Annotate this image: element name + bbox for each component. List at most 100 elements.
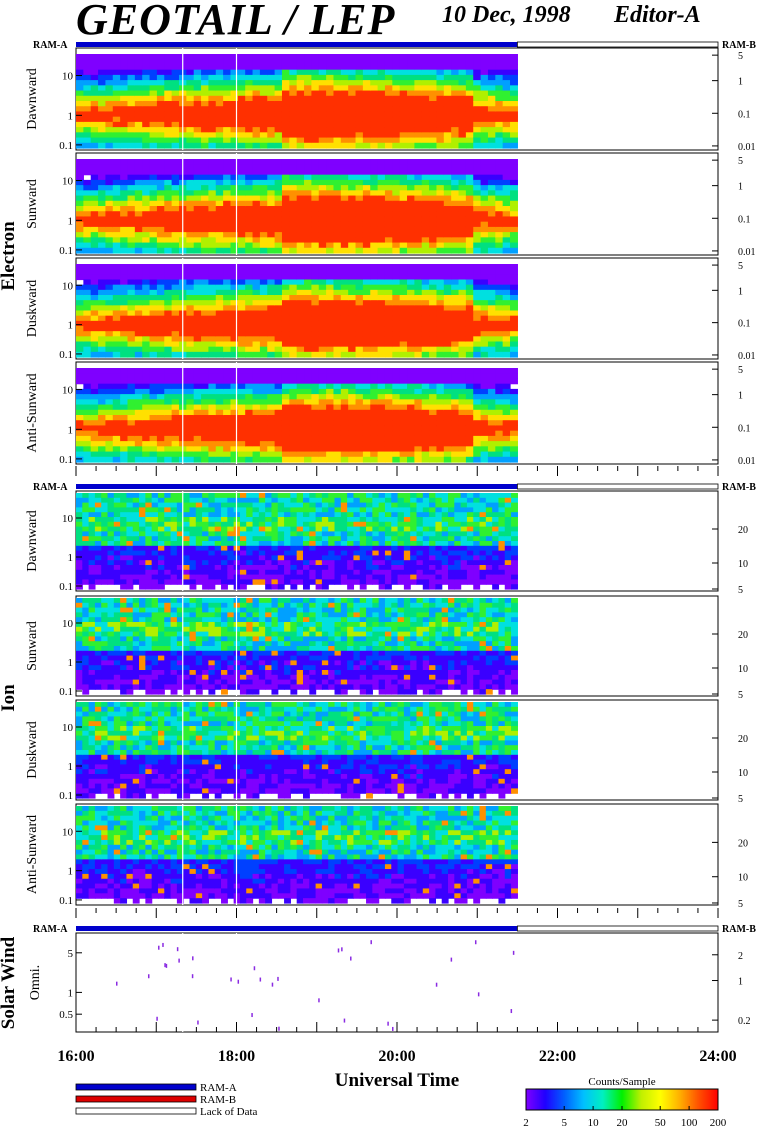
lack-of-data-bar bbox=[516, 483, 719, 490]
data-speck bbox=[251, 1013, 253, 1018]
left-tick-label: 0.1 bbox=[59, 686, 73, 698]
data-speck bbox=[259, 977, 262, 982]
right-tick-label: 5 bbox=[738, 365, 743, 376]
data-speck bbox=[341, 947, 343, 952]
right-tick-label: 10 bbox=[738, 873, 748, 884]
x-tick-label: 16:00 bbox=[57, 1048, 94, 1065]
panel-8: 0.1 1 10 20 10 5 Anti-Sunward bbox=[25, 803, 748, 910]
data-speck bbox=[116, 981, 118, 986]
legend-swatch bbox=[75, 1083, 197, 1091]
panel-7: 0.1 1 10 20 10 5 Duskward bbox=[25, 699, 748, 805]
date-label: 10 Dec, 1998 bbox=[442, 2, 571, 28]
panel-label: Dawnward bbox=[25, 68, 40, 129]
left-tick-label: 0.1 bbox=[59, 454, 73, 466]
page-title: GEOTAIL / LEP bbox=[76, 0, 396, 44]
ram-a-label: RAM-A bbox=[33, 482, 68, 493]
data-speck bbox=[230, 977, 232, 982]
right-tick-label: 1 bbox=[738, 182, 743, 193]
ram-a-bar bbox=[76, 42, 518, 47]
panel-label: Sunward bbox=[25, 179, 40, 229]
right-tick-label: 0.01 bbox=[738, 247, 756, 258]
left-tick-label: 5 bbox=[68, 948, 74, 960]
right-tick-label: 20 bbox=[738, 525, 748, 536]
editor-label: Editor-A bbox=[614, 2, 701, 28]
legend-swatch bbox=[75, 1107, 197, 1115]
right-tick-label: 20 bbox=[738, 838, 748, 849]
colorbar-tick-label: 100 bbox=[681, 1117, 698, 1128]
lack-of-data-bar bbox=[516, 925, 719, 932]
left-tick-label: 1 bbox=[68, 761, 74, 773]
data-speck bbox=[510, 1009, 513, 1014]
ram-b-label: RAM-B bbox=[722, 924, 756, 935]
legend-label: RAM-B bbox=[200, 1094, 236, 1106]
data-speck bbox=[147, 974, 150, 979]
right-tick-label: 10 bbox=[738, 559, 748, 570]
right-tick-label: 5 bbox=[738, 794, 743, 805]
right-tick-label: 5 bbox=[738, 156, 743, 167]
x-tick-label: 22:00 bbox=[539, 1048, 576, 1065]
left-tick-label: 0.1 bbox=[59, 790, 73, 802]
panel-5: 0.1 1 10 20 10 5 Dawnward bbox=[25, 490, 748, 596]
data-speck bbox=[512, 950, 515, 955]
group-label-ion: Ion bbox=[0, 684, 19, 712]
right-tick-label: 1 bbox=[738, 77, 743, 88]
left-tick-label: 1 bbox=[68, 110, 74, 122]
legend-label: Lack of Data bbox=[200, 1106, 258, 1118]
left-tick-label: 10 bbox=[62, 176, 74, 188]
left-tick-label: 10 bbox=[62, 618, 74, 630]
data-speck bbox=[370, 940, 372, 945]
right-tick-label: 5 bbox=[738, 51, 743, 62]
right-tick-label: 0.1 bbox=[738, 109, 751, 120]
panel-4: 0.1 1 10 5 1 0.1 0.01 Anti-Sunward bbox=[25, 361, 756, 467]
left-tick-label: 10 bbox=[62, 385, 74, 397]
group-label-electron: Electron bbox=[0, 221, 19, 291]
colorbar-tick-label: 200 bbox=[710, 1117, 727, 1128]
right-tick-label: 5 bbox=[738, 899, 743, 910]
right-tick-label: 0.1 bbox=[738, 319, 751, 330]
right-tick-label: 0.01 bbox=[738, 351, 756, 362]
panel-3: 0.1 1 10 5 1 0.1 0.01 Duskward bbox=[25, 257, 756, 362]
right-tick-label: 5 bbox=[738, 261, 743, 272]
right-tick-label: 0.1 bbox=[738, 423, 751, 434]
left-tick-label: 0.1 bbox=[59, 140, 73, 152]
data-speck bbox=[450, 957, 453, 962]
colorbar-tick-label: 20 bbox=[617, 1117, 629, 1128]
panel-2: 0.1 1 10 5 1 0.1 0.01 Sunward bbox=[25, 152, 756, 258]
legend-swatch bbox=[75, 1095, 197, 1103]
colorbar-tick-label: 2 bbox=[523, 1117, 529, 1128]
ram-b-label: RAM-B bbox=[722, 40, 756, 51]
left-tick-label: 10 bbox=[62, 722, 74, 734]
data-speck bbox=[318, 998, 320, 1003]
right-tick-label: 5 bbox=[738, 690, 743, 701]
data-speck bbox=[387, 1021, 389, 1026]
data-speck bbox=[278, 1026, 280, 1031]
right-tick-label: 10 bbox=[738, 768, 748, 779]
legend-label: RAM-A bbox=[200, 1082, 237, 1094]
panel-9: 0.5 1 5 2 1 0.2 Omni. bbox=[28, 932, 751, 1033]
left-tick-label: 10 bbox=[62, 71, 74, 83]
data-speck bbox=[237, 979, 240, 984]
colorbar-title: Counts/Sample bbox=[588, 1076, 655, 1088]
panel-label: Dawnward bbox=[25, 510, 40, 571]
left-tick-label: 10 bbox=[62, 513, 74, 525]
left-tick-label: 0.1 bbox=[59, 581, 73, 593]
data-speck bbox=[162, 942, 164, 947]
right-tick-label: 0.2 bbox=[738, 1016, 751, 1027]
data-speck bbox=[392, 1026, 394, 1031]
group-label-solar-wind: Solar Wind bbox=[0, 936, 19, 1029]
x-tick-label: 20:00 bbox=[378, 1048, 415, 1065]
ram-b-label: RAM-B bbox=[722, 482, 756, 493]
left-tick-label: 1 bbox=[68, 657, 74, 669]
left-tick-label: 10 bbox=[62, 826, 74, 838]
x-axis-label: Universal Time bbox=[335, 1070, 459, 1091]
data-speck bbox=[164, 963, 166, 968]
left-tick-label: 0.5 bbox=[59, 1009, 73, 1021]
left-tick-label: 0.1 bbox=[59, 895, 73, 907]
right-tick-label: 20 bbox=[738, 734, 748, 745]
right-tick-label: 0.01 bbox=[738, 456, 756, 467]
panel-label: Duskward bbox=[25, 280, 40, 338]
left-tick-label: 1 bbox=[68, 424, 74, 436]
panel-1: 0.1 1 10 5 1 0.1 0.01 Dawnward bbox=[25, 47, 756, 153]
right-tick-label: 1 bbox=[738, 977, 743, 988]
